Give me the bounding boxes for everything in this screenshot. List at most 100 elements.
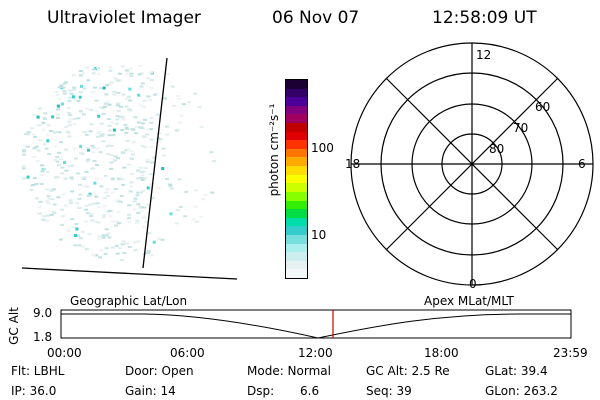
uv-pixel [85,107,90,110]
uv-pixel [95,110,100,113]
altitude-curve [61,313,571,339]
uv-pixel [121,240,126,243]
uv-pixel [199,126,204,129]
polar-label-60: 60 [535,100,550,114]
colorbar-band [286,166,307,175]
uv-pixel [129,67,134,70]
uv-pixel [107,103,112,106]
uv-pixel [101,216,106,219]
uv-pixel [42,168,47,171]
uv-pixel [99,106,104,109]
uv-pixel [96,206,101,209]
uv-pixel [56,116,60,119]
uv-pixel [41,218,46,221]
uv-pixel [85,185,90,188]
polar-diagonal-2 [385,77,559,251]
uv-pixel [145,160,150,163]
uv-pixel [145,133,150,136]
uv-bright-pixel [87,148,90,152]
uv-pixel [130,153,135,156]
uv-pixel [115,104,120,107]
uv-pixel [74,223,79,225]
uv-pixel [117,72,122,75]
uv-pixel [43,112,48,115]
polar-label-6: 6 [578,157,586,171]
uv-pixel [112,93,117,96]
uv-pixel [124,105,129,108]
colorbar [285,79,308,279]
uv-pixel [128,109,133,112]
uv-pixel [105,100,110,103]
uv-pixel [60,215,65,218]
info-filter: Flt: LBHL [11,364,65,378]
uv-pixel [104,234,109,237]
uv-pixel [76,99,81,102]
uv-pixel [66,107,71,110]
uv-pixel [78,110,83,113]
uv-pixel [89,212,94,215]
uv-pixel [36,149,41,152]
colorbar-band [286,191,307,201]
uv-pixel [70,178,75,181]
uv-pixel [81,72,86,75]
uv-pixel [157,187,161,190]
uv-bright-pixel [97,114,101,118]
uv-pixel [162,154,167,157]
uv-pixel [103,174,108,177]
uv-pixel [62,90,67,93]
uv-pixel [89,123,94,126]
uv-pixel [96,132,101,135]
uv-pixel [34,183,39,186]
uv-pixel [129,75,134,77]
colorbar-tick-100: 100 [311,141,334,155]
orbit-x-tick-0600: 06:00 [170,346,205,360]
uv-pixel [45,214,50,217]
uv-pixel [177,98,182,101]
uv-pixel [37,205,42,208]
polar-label-12: 12 [476,48,491,62]
uv-pixel [104,93,109,96]
uv-pixel [71,226,76,228]
uv-bright-pixel [63,161,66,164]
uv-pixel [108,66,113,69]
uv-pixel [109,167,114,170]
uv-pixel [80,152,85,155]
uv-pixel [149,173,154,176]
uv-pixel [91,151,96,154]
uv-pixel [210,191,215,194]
uv-pixel [92,160,97,162]
uv-bright-pixel [71,95,75,99]
orbit-x-tick-1800: 18:00 [424,346,459,360]
uv-pixel [95,221,100,223]
uv-pixel [110,177,115,180]
uv-pixel [133,208,138,211]
uv-pixel [91,68,96,71]
uv-pixel [115,220,120,223]
uv-pixel [60,223,65,226]
uv-pixel [99,122,104,125]
uv-pixel [67,99,72,102]
uv-pixel [68,89,73,92]
uv-pixel [149,121,154,124]
uv-pixel [49,189,54,192]
uv-pixel [138,65,143,68]
colorbar-band [286,148,307,158]
uv-pixel [157,237,162,240]
colorbar-unit-label: photon cm⁻²s⁻¹ [267,103,281,197]
uv-bright-pixel [112,128,116,132]
uv-pixel [46,195,51,198]
uv-pixel [97,131,102,134]
uv-pixel [67,120,72,123]
uv-pixel [69,176,74,179]
uv-pixel [102,214,107,217]
uv-pixel [119,259,124,262]
uv-pixel [153,93,158,96]
uv-pixel [140,144,145,147]
uv-pixel [125,128,130,131]
uv-pixel [165,133,170,136]
uv-pixel [123,124,128,126]
uv-pixel [107,124,112,127]
uv-pixel [86,147,91,150]
uv-pixel [110,81,115,84]
uv-pixel [62,82,67,85]
